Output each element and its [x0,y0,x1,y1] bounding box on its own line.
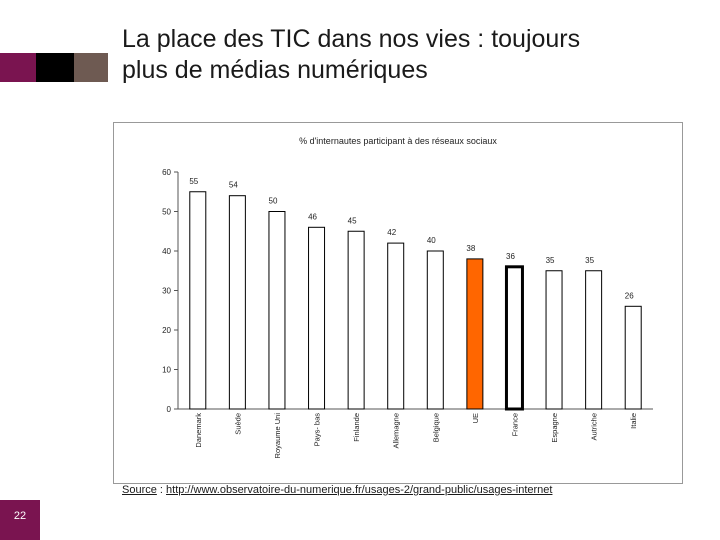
bar [466,258,484,410]
x-tick-label: Suède [233,413,242,435]
bar-value-label: 55 [189,177,198,186]
bar-value-label: 26 [625,291,634,300]
accent-block-brown [74,53,108,82]
chart-title: % d'internautes participant à des réseau… [299,136,497,146]
x-tick-label: Autriche [590,413,599,441]
x-tick-label: Finlande [352,413,361,442]
x-tick-label: Allemagne [392,413,401,448]
bar [426,250,444,410]
bar-value-label: 35 [546,256,555,265]
y-tick-label: 0 [167,405,172,414]
y-tick-label: 30 [162,287,171,296]
bar [387,242,405,410]
bar [504,265,524,411]
source-separator: : [156,484,167,496]
bar-value-label: 38 [466,244,475,253]
page-number: 22 [0,500,40,540]
x-tick-label: Italie [629,413,638,429]
accent-block-purple [0,53,36,82]
bar [189,191,207,410]
x-tick-label: France [510,413,519,436]
bar-chart: % d'internautes participant à des réseau… [162,136,653,459]
bar [228,195,246,410]
source-line: Source : http://www.observatoire-du-nume… [122,484,552,496]
bar [545,270,563,410]
bar-value-label: 45 [348,216,357,225]
slide-title-line2: plus de médias numériques [122,56,428,84]
bar-value-label: 36 [506,252,515,261]
bar [585,270,603,410]
bar-value-label: 42 [387,228,396,237]
bar [308,226,326,410]
bar-value-label: 46 [308,212,317,221]
y-tick-label: 50 [162,208,171,217]
bar [347,230,365,410]
slide-title-line1: La place des TIC dans nos vies : toujour… [122,25,581,53]
bar-value-label: 40 [427,236,436,245]
bar-value-label: 35 [585,256,594,265]
y-tick-label: 10 [162,366,171,375]
bar [268,211,286,410]
y-tick-label: 20 [162,326,171,335]
x-tick-label: Royaume Uni [273,413,282,459]
slide-title: La place des TIC dans nos vies : toujour… [122,24,702,86]
accent-block-black [36,53,74,82]
y-tick-label: 60 [162,168,171,177]
x-tick-label: Espagne [550,413,559,443]
x-tick-label: UE [471,413,480,423]
bar-value-label: 54 [229,181,238,190]
bar [624,305,642,410]
x-tick-label: Belgique [431,413,440,442]
x-tick-label: Pays- bas [313,413,322,447]
y-tick-label: 40 [162,247,171,256]
x-tick-label: Danemark [194,413,203,448]
chart-frame: % d'internautes participant à des réseau… [113,122,683,484]
source-link[interactable]: http://www.observatoire-du-numerique.fr/… [166,484,553,496]
source-label: Source [122,484,157,496]
bar-value-label: 50 [269,197,278,206]
